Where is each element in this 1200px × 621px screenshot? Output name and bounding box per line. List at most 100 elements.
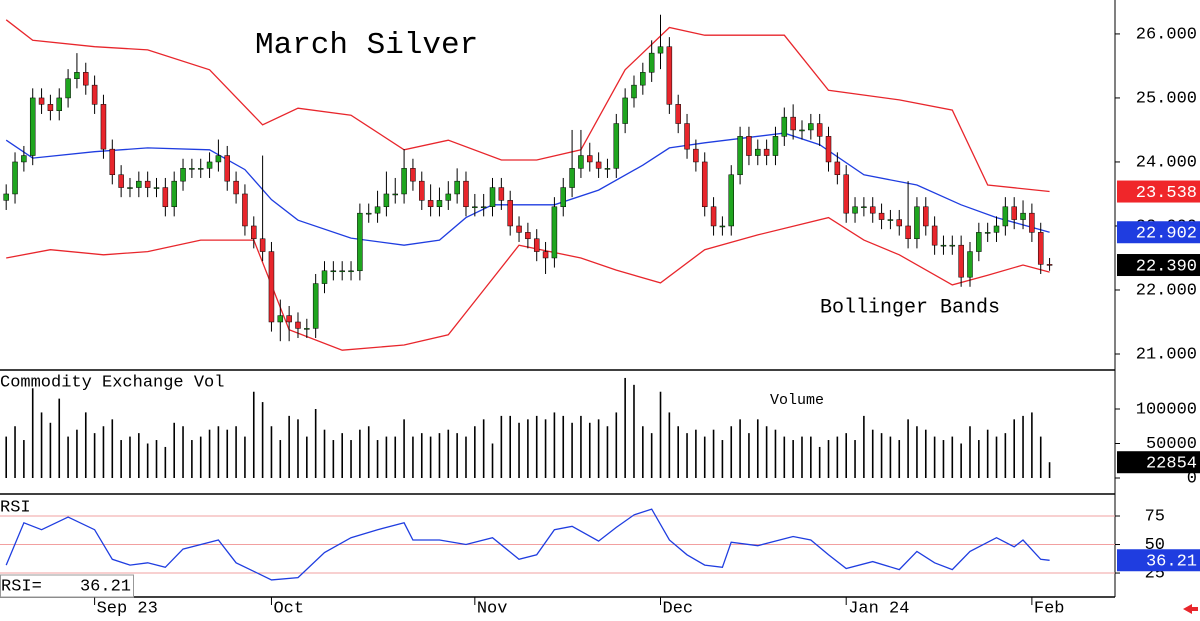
y-tick-label: 26.000	[1136, 25, 1197, 44]
candle-body	[91, 84, 98, 105]
candle-body	[693, 148, 699, 163]
last-rsi-label: 36.21	[1146, 553, 1197, 572]
scroll-arrow[interactable]	[1183, 604, 1198, 614]
candle-body	[657, 46, 664, 54]
candle-body	[1011, 206, 1017, 220]
candle-body	[781, 116, 788, 137]
candle-body	[595, 161, 602, 169]
candle-body	[348, 270, 354, 273]
candle-body	[967, 251, 973, 278]
candle-body	[666, 46, 673, 105]
candle-body	[931, 225, 938, 246]
candle-body	[12, 161, 18, 195]
candle-body	[136, 180, 142, 188]
candle-body	[569, 168, 575, 188]
candle-body	[410, 168, 416, 182]
candle-body	[949, 244, 956, 247]
x-tick-label: Sep 23	[97, 599, 158, 618]
last-value-label-box	[1117, 221, 1200, 244]
candle-body	[197, 168, 204, 170]
panel-title: RSI	[0, 498, 31, 517]
candle-body	[242, 193, 248, 227]
candle-body	[808, 123, 814, 131]
candle-body	[560, 187, 566, 208]
readout-label: RSI=	[1, 577, 42, 596]
candle-body	[144, 180, 151, 188]
candle-body	[83, 72, 89, 86]
candle-body	[1046, 264, 1053, 266]
candle-body	[312, 283, 319, 329]
candle-body	[321, 270, 328, 284]
candle-body	[463, 180, 469, 208]
candle-body	[109, 148, 116, 176]
bollinger-band	[5, 19, 1050, 193]
candle-body	[189, 168, 195, 170]
candle-body	[330, 270, 337, 273]
candle-body	[1029, 212, 1035, 233]
candle-body	[286, 315, 292, 323]
candle-body	[180, 168, 186, 182]
candle-body	[74, 72, 80, 79]
candle-body	[21, 155, 27, 163]
candle-body	[1020, 212, 1026, 220]
candle-body	[631, 84, 637, 99]
candle-body	[215, 155, 222, 163]
candle-body	[507, 200, 513, 227]
candle-body	[29, 97, 36, 156]
candle-body	[923, 206, 929, 227]
candle-body	[419, 180, 425, 201]
candle-body	[1002, 206, 1009, 227]
candle-body	[648, 52, 655, 73]
candle-body	[3, 193, 9, 201]
y-tick-label: 25.000	[1136, 89, 1197, 108]
candle-body	[295, 321, 301, 329]
candle-body	[277, 315, 284, 323]
candle-body	[224, 155, 230, 182]
y-tick-label: 0	[1187, 469, 1197, 488]
candle-body	[622, 97, 628, 124]
candle-body	[127, 187, 133, 189]
y-tick-label: 21.000	[1136, 345, 1197, 364]
candle-body	[914, 206, 920, 240]
y-tick-label: 50000	[1146, 435, 1197, 454]
candle-body	[755, 148, 761, 156]
candle-body	[472, 206, 478, 209]
annotation: Volume	[770, 392, 824, 409]
candle-body	[304, 328, 310, 330]
candle-body	[790, 116, 796, 131]
candle-body	[365, 212, 372, 215]
candle-body	[206, 161, 213, 169]
candle-body	[162, 187, 169, 208]
candle-body	[799, 129, 805, 132]
candle-body	[339, 270, 345, 273]
candle-body	[401, 168, 407, 195]
candle-body	[383, 193, 390, 208]
candle-body	[675, 104, 681, 124]
candle-body	[825, 136, 832, 163]
candle-body	[940, 244, 947, 247]
last-value-label: 23.538	[1136, 184, 1197, 203]
y-tick-label: 100000	[1136, 400, 1197, 419]
candle-body	[772, 136, 779, 156]
candle-body	[525, 232, 531, 240]
candle-body	[746, 136, 752, 156]
candle-body	[357, 212, 363, 272]
candle-body	[604, 168, 611, 170]
candle-body	[684, 123, 690, 150]
last-value-label-box	[1117, 254, 1200, 277]
candle-body	[587, 155, 593, 163]
candle-body	[701, 161, 708, 208]
x-tick-label: Nov	[477, 599, 508, 618]
candle-body	[728, 174, 734, 227]
candle-body	[763, 148, 770, 156]
candle-body	[251, 225, 257, 240]
candle-body	[1037, 232, 1044, 265]
candle-body	[436, 200, 443, 208]
last-volume-label: 22854	[1146, 455, 1197, 474]
candle-body	[852, 206, 858, 214]
rsi-line	[5, 508, 1050, 581]
bollinger-band	[6, 216, 1050, 351]
x-tick-label: Feb	[1034, 599, 1065, 618]
last-value-label: 22.902	[1136, 225, 1197, 244]
